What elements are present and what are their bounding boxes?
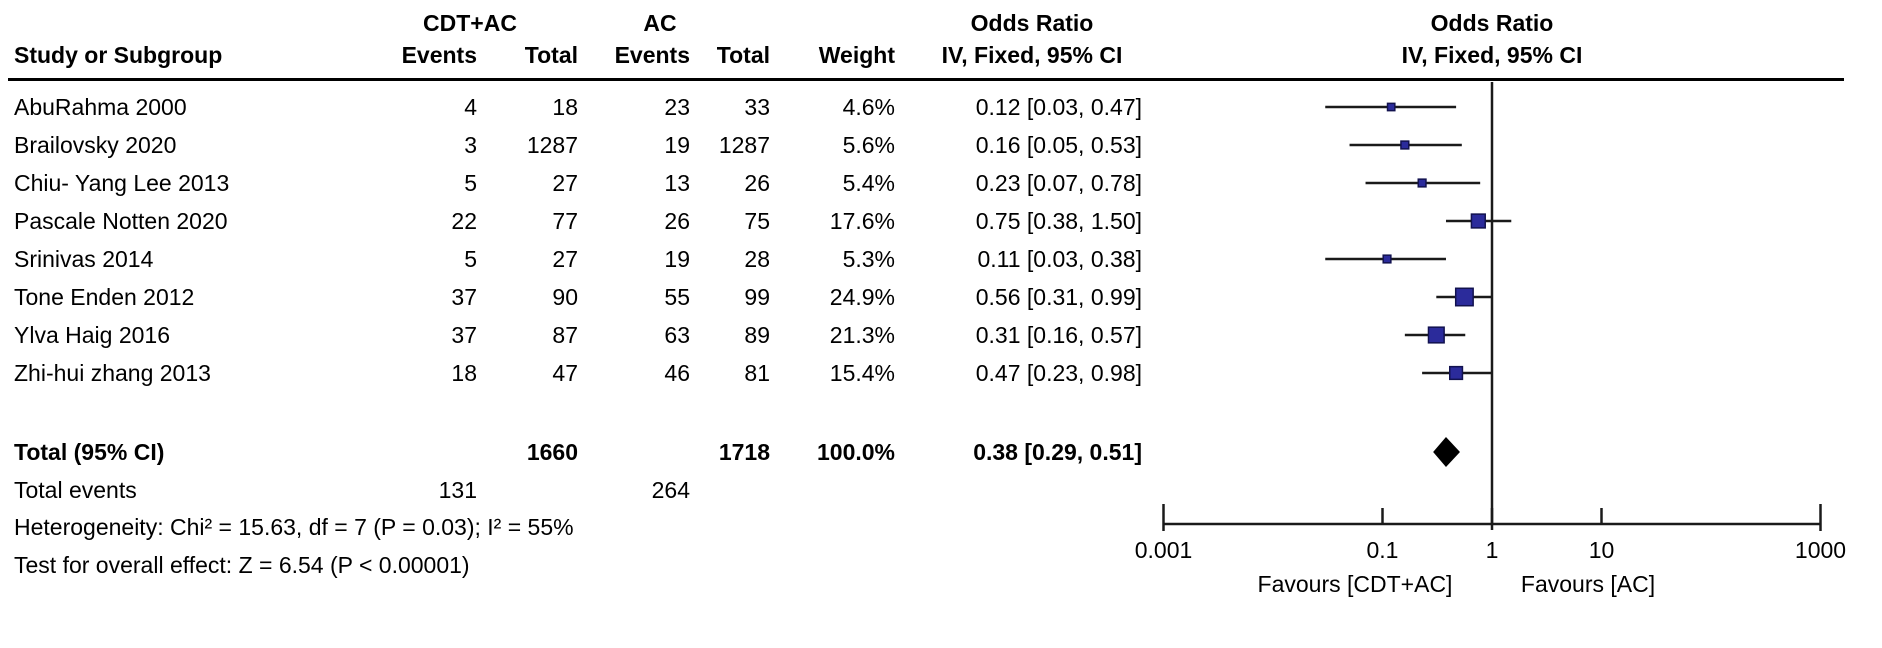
total-events-ac: 264	[651, 477, 690, 503]
axis-tick-label: 10	[1589, 537, 1615, 563]
total-ac-total: 1718	[718, 439, 770, 465]
or-ci-cell: 0.47 [0.23, 0.98]	[975, 360, 1142, 386]
weight-cell: 24.9%	[829, 284, 895, 310]
total-cdtac-total: 1660	[526, 439, 578, 465]
header-method-text-col: IV, Fixed, 95% CI	[941, 42, 1123, 68]
or-ci-cell: 0.56 [0.31, 0.99]	[975, 284, 1142, 310]
study-name-cell: Zhi-hui zhang 2013	[14, 360, 211, 386]
total-ac-cell: 89	[744, 322, 770, 348]
events-cdtac-cell: 5	[464, 246, 477, 272]
or-ci-cell: 0.12 [0.03, 0.47]	[975, 94, 1142, 120]
header-total-ac: Total	[716, 42, 770, 68]
table-row: Chiu- Yang Lee 2013 5 27 13 26 5.4% 0.23…	[0, 164, 1882, 202]
total-cdtac-cell: 1287	[526, 132, 578, 158]
total-events-row: Total events 131 264	[0, 471, 1882, 509]
table-row: Srinivas 2014 5 27 19 28 5.3% 0.11 [0.03…	[0, 240, 1882, 278]
weight-cell: 15.4%	[829, 360, 895, 386]
header-events-ac: Events	[614, 42, 690, 68]
header-group-ac: AC	[643, 10, 677, 36]
heterogeneity-line: Heterogeneity: Chi² = 15.63, df = 7 (P =…	[14, 514, 574, 540]
table-row: Pascale Notten 2020 22 77 26 75 17.6% 0.…	[0, 202, 1882, 240]
axis-tick-label: 1000	[1795, 537, 1846, 563]
header-odds-ratio-text-col: Odds Ratio	[970, 10, 1094, 36]
study-name-cell: Ylva Haig 2016	[14, 322, 170, 348]
events-ac-cell: 63	[664, 322, 690, 348]
axis-tick-label: 0.1	[1367, 537, 1399, 563]
total-ac-cell: 26	[744, 170, 770, 196]
weight-cell: 17.6%	[829, 208, 895, 234]
total-cdtac-cell: 87	[552, 322, 578, 348]
total-cdtac-cell: 47	[552, 360, 578, 386]
events-ac-cell: 19	[664, 132, 690, 158]
table-row: Ylva Haig 2016 37 87 63 89 21.3% 0.31 [0…	[0, 316, 1882, 354]
total-weight: 100.0%	[816, 439, 895, 465]
events-cdtac-cell: 37	[451, 284, 477, 310]
weight-cell: 5.6%	[842, 132, 895, 158]
favours-right-label: Favours [AC]	[1521, 571, 1655, 597]
header-total-cdt-ac: Total	[524, 42, 578, 68]
events-ac-cell: 26	[664, 208, 690, 234]
table-row: Brailovsky 2020 3 1287 19 1287 5.6% 0.16…	[0, 126, 1882, 164]
events-cdtac-cell: 5	[464, 170, 477, 196]
header-odds-ratio-plot-col: Odds Ratio	[1430, 10, 1554, 36]
events-cdtac-cell: 18	[451, 360, 477, 386]
table-row: Tone Enden 2012 37 90 55 99 24.9% 0.56 […	[0, 278, 1882, 316]
total-cdtac-cell: 27	[552, 170, 578, 196]
overall-effect-line: Test for overall effect: Z = 6.54 (P < 0…	[14, 552, 470, 578]
or-ci-cell: 0.11 [0.03, 0.38]	[977, 246, 1142, 272]
events-ac-cell: 46	[664, 360, 690, 386]
total-ac-cell: 1287	[718, 132, 770, 158]
total-ac-cell: 33	[744, 94, 770, 120]
header-group-cdt-ac: CDT+AC	[423, 10, 517, 36]
header-weight: Weight	[818, 42, 895, 68]
total-cdtac-cell: 27	[552, 246, 578, 272]
events-cdtac-cell: 3	[464, 132, 477, 158]
axis-tick-label: 0.001	[1135, 537, 1193, 563]
study-name-cell: AbuRahma 2000	[14, 94, 187, 120]
total-or-ci: 0.38 [0.29, 0.51]	[973, 439, 1142, 465]
header-divider	[8, 78, 1844, 81]
or-ci-cell: 0.31 [0.16, 0.57]	[975, 322, 1142, 348]
total-cdtac-cell: 77	[552, 208, 578, 234]
header-events-cdt-ac: Events	[401, 42, 477, 68]
header-study-or-subgroup: Study or Subgroup	[14, 42, 223, 68]
events-ac-cell: 55	[664, 284, 690, 310]
total-ac-cell: 99	[744, 284, 770, 310]
events-cdtac-cell: 37	[451, 322, 477, 348]
total-cdtac-cell: 18	[552, 94, 578, 120]
weight-cell: 5.3%	[842, 246, 895, 272]
study-name-cell: Brailovsky 2020	[14, 132, 177, 158]
header-method-plot-col: IV, Fixed, 95% CI	[1401, 42, 1583, 68]
study-name-cell: Tone Enden 2012	[14, 284, 195, 310]
events-ac-cell: 13	[664, 170, 690, 196]
or-ci-cell: 0.16 [0.05, 0.53]	[975, 132, 1142, 158]
study-name-cell: Pascale Notten 2020	[14, 208, 228, 234]
events-cdtac-cell: 22	[451, 208, 477, 234]
weight-cell: 5.4%	[842, 170, 895, 196]
table-row: Zhi-hui zhang 2013 18 47 46 81 15.4% 0.4…	[0, 354, 1882, 392]
total-events-cdtac: 131	[438, 477, 477, 503]
total-ac-cell: 28	[744, 246, 770, 272]
total-label: Total (95% CI)	[14, 439, 165, 465]
or-ci-cell: 0.75 [0.38, 1.50]	[975, 208, 1142, 234]
events-ac-cell: 23	[664, 94, 690, 120]
events-ac-cell: 19	[664, 246, 690, 272]
events-cdtac-cell: 4	[464, 94, 477, 120]
total-ac-cell: 75	[744, 208, 770, 234]
weight-cell: 4.6%	[842, 94, 895, 120]
axis-tick-label: 1	[1486, 537, 1499, 563]
total-ac-cell: 81	[744, 360, 770, 386]
total-row: Total (95% CI) 1660 1718 100.0% 0.38 [0.…	[0, 433, 1882, 471]
total-cdtac-cell: 90	[552, 284, 578, 310]
study-name-cell: Chiu- Yang Lee 2013	[14, 170, 230, 196]
or-ci-cell: 0.23 [0.07, 0.78]	[975, 170, 1142, 196]
total-events-label: Total events	[14, 477, 137, 503]
study-name-cell: Srinivas 2014	[14, 246, 154, 272]
favours-left-label: Favours [CDT+AC]	[1258, 571, 1453, 597]
table-row: AbuRahma 2000 4 18 23 33 4.6% 0.12 [0.03…	[0, 88, 1882, 126]
weight-cell: 21.3%	[829, 322, 895, 348]
